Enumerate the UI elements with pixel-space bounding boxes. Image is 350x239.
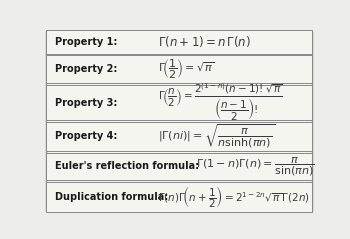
Text: $\Gamma(1-n)\Gamma(n) = \dfrac{\pi}{\sin(\pi n)}$: $\Gamma(1-n)\Gamma(n) = \dfrac{\pi}{\sin… — [196, 155, 314, 178]
Text: $\Gamma\!\left(\dfrac{n}{2}\right) = \dfrac{2^{(1-n)}(n-1)!\sqrt{\pi}}{\left(\df: $\Gamma\!\left(\dfrac{n}{2}\right) = \df… — [158, 82, 282, 123]
Text: $\Gamma(n)\Gamma\!\left(n+\dfrac{1}{2}\right) = 2^{1-2n}\sqrt{\pi}\,\Gamma(2n)$: $\Gamma(n)\Gamma\!\left(n+\dfrac{1}{2}\r… — [158, 184, 310, 210]
Text: $\Gamma(n+1) = n\,\Gamma(n)$: $\Gamma(n+1) = n\,\Gamma(n)$ — [158, 34, 251, 49]
Bar — [47, 55, 312, 83]
Text: Property 1:: Property 1: — [55, 37, 117, 47]
Bar — [47, 30, 312, 54]
Bar — [47, 85, 312, 120]
Text: $\Gamma\!\left(\dfrac{1}{2}\right) = \sqrt{\pi}$: $\Gamma\!\left(\dfrac{1}{2}\right) = \sq… — [158, 57, 215, 81]
Bar — [47, 122, 312, 151]
Text: Property 3:: Property 3: — [55, 98, 117, 108]
Text: Property 2:: Property 2: — [55, 64, 117, 74]
Text: Property 4:: Property 4: — [55, 131, 117, 141]
Text: Duplication formula:: Duplication formula: — [55, 192, 168, 202]
Text: $|\Gamma(ni)| = \sqrt{\dfrac{\pi}{n\sinh(\pi n)}}$: $|\Gamma(ni)| = \sqrt{\dfrac{\pi}{n\sinh… — [158, 123, 275, 150]
Bar — [47, 153, 312, 180]
Text: Euler's reflection formula:: Euler's reflection formula: — [55, 162, 199, 171]
Bar — [47, 182, 312, 212]
